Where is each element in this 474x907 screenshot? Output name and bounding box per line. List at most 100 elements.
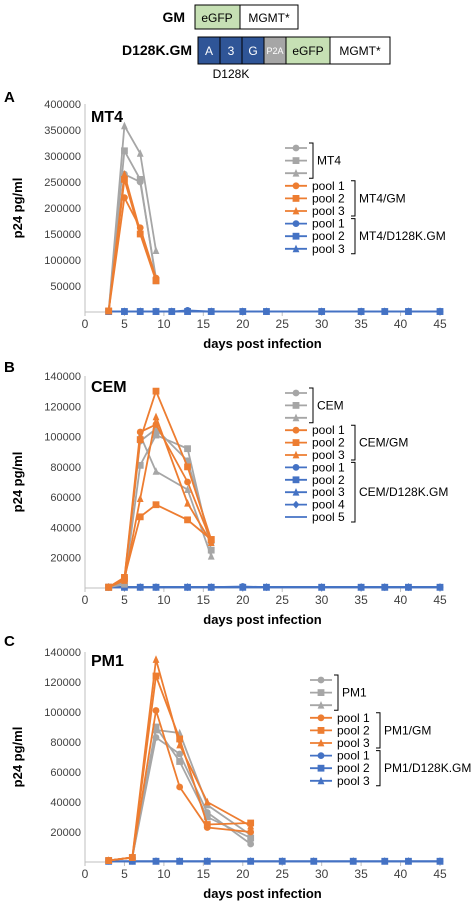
x-tick-label: 10 bbox=[157, 867, 171, 881]
data-point bbox=[207, 307, 215, 315]
x-tick-label: 20 bbox=[236, 317, 250, 331]
data-point bbox=[318, 307, 326, 315]
x-axis-label: days post infection bbox=[203, 886, 322, 901]
legend-group-label: CEM/D128K.GM bbox=[359, 485, 448, 499]
series-line bbox=[108, 427, 213, 589]
data-point bbox=[136, 307, 144, 315]
data-point bbox=[263, 307, 270, 315]
d128k-p2a-label: P2A bbox=[266, 46, 283, 56]
y-tick-label: 120000 bbox=[44, 677, 81, 689]
data-point bbox=[121, 121, 128, 130]
legend-marker bbox=[292, 144, 300, 152]
legend-entry: pool 3 bbox=[337, 736, 370, 750]
data-point bbox=[176, 735, 184, 743]
y-tick-label: 350000 bbox=[44, 125, 81, 137]
legend-marker bbox=[292, 464, 300, 471]
legend-group-label: CEM bbox=[317, 398, 344, 412]
x-tick-label: 25 bbox=[276, 867, 290, 881]
series-line bbox=[108, 675, 251, 862]
legend-entry: pool 5 bbox=[312, 510, 345, 524]
y-tick-label: 300000 bbox=[44, 151, 81, 163]
data-point bbox=[184, 307, 191, 315]
x-tick-label: 0 bbox=[82, 317, 89, 331]
x-tick-label: 5 bbox=[121, 593, 128, 607]
data-point bbox=[184, 485, 191, 493]
legend-marker bbox=[292, 232, 300, 240]
data-point bbox=[184, 516, 191, 524]
y-tick-label: 140000 bbox=[44, 371, 81, 383]
legend-marker bbox=[292, 182, 300, 190]
y-tick-label: 100000 bbox=[44, 255, 81, 267]
series-line bbox=[108, 659, 252, 862]
panel-letter: A bbox=[4, 89, 15, 106]
data-point bbox=[247, 821, 255, 830]
panel-letter: C bbox=[4, 633, 15, 650]
data-point bbox=[152, 857, 160, 865]
legend-entry: pool 1 bbox=[312, 423, 345, 437]
data-point bbox=[128, 853, 136, 861]
legend-entry: pool 3 bbox=[312, 242, 345, 256]
legend-entry: pool 2 bbox=[337, 723, 370, 737]
chart-title: PM1 bbox=[91, 653, 124, 670]
legend-marker bbox=[292, 439, 300, 446]
legend-marker bbox=[317, 714, 325, 722]
data-point bbox=[176, 857, 184, 865]
data-point bbox=[203, 813, 211, 821]
data-point bbox=[310, 857, 318, 865]
x-tick-label: 45 bbox=[433, 317, 447, 331]
legend-entry: pool 2 bbox=[312, 473, 345, 487]
x-axis-label: days post infection bbox=[203, 612, 322, 627]
legend-marker bbox=[292, 195, 300, 202]
data-point bbox=[381, 307, 389, 315]
x-tick-label: 45 bbox=[433, 867, 447, 881]
legend-marker bbox=[292, 244, 300, 253]
data-point bbox=[136, 149, 144, 157]
legend-entry: pool 4 bbox=[312, 498, 345, 512]
y-tick-label: 40000 bbox=[50, 522, 81, 534]
legend-group-label: PM1/D128K.GM bbox=[384, 761, 471, 775]
legend-marker bbox=[292, 500, 300, 509]
series-line bbox=[107, 147, 157, 312]
x-tick-label: 15 bbox=[197, 317, 211, 331]
y-tick-label: 60000 bbox=[50, 767, 81, 779]
legend-entry: pool 1 bbox=[337, 749, 370, 763]
data-point bbox=[152, 655, 160, 663]
data-point bbox=[247, 840, 255, 848]
data-point bbox=[207, 546, 215, 554]
legend-bracket bbox=[376, 750, 381, 787]
d128k-a-label: A bbox=[205, 44, 213, 58]
data-point bbox=[357, 307, 365, 315]
data-point bbox=[121, 147, 128, 155]
d128k-mgmt-box bbox=[329, 36, 391, 65]
series-line bbox=[108, 431, 213, 589]
legend-marker bbox=[317, 727, 325, 734]
data-point bbox=[136, 227, 144, 235]
x-tick-label: 35 bbox=[354, 867, 368, 881]
chart-title: CEM bbox=[91, 379, 127, 396]
panel-letter: B bbox=[4, 359, 15, 376]
x-tick-label: 40 bbox=[394, 593, 408, 607]
legend-group-label: MT4/GM bbox=[359, 191, 406, 205]
legend-marker bbox=[292, 206, 300, 215]
y-tick-label: 150000 bbox=[44, 229, 81, 241]
legend-marker bbox=[292, 488, 300, 496]
legend-entry: pool 2 bbox=[312, 191, 345, 205]
data-point bbox=[152, 387, 160, 395]
legend-bracket bbox=[334, 674, 339, 711]
panel-a: A MT4 50000 100000 150000 200000 250000 300000 3… bbox=[4, 89, 447, 351]
legend-group-label: PM1/GM bbox=[384, 723, 431, 737]
legend-marker bbox=[292, 157, 300, 164]
y-tick-label: 80000 bbox=[50, 737, 81, 749]
data-point bbox=[176, 758, 184, 765]
data-point bbox=[405, 307, 412, 315]
legend-bracket bbox=[376, 712, 381, 749]
gm-mgmt-label: MGMT* bbox=[248, 11, 290, 25]
data-point bbox=[152, 307, 160, 315]
legend-bracket bbox=[351, 461, 356, 523]
legend-bracket bbox=[309, 142, 314, 179]
legend-entry: pool 3 bbox=[337, 774, 370, 788]
data-point bbox=[105, 583, 113, 591]
data-point bbox=[105, 856, 113, 864]
data-point bbox=[152, 431, 160, 439]
